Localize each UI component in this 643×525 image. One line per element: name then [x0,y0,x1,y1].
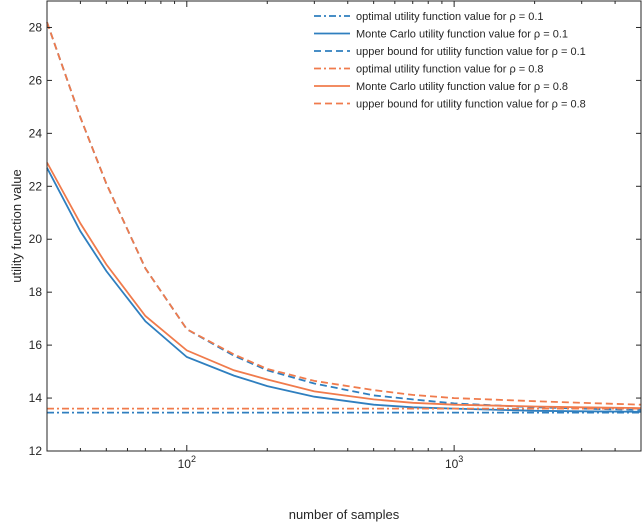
legend-entry-6: upper bound for utility function value f… [356,99,586,111]
y-tick-label: 28 [29,20,43,34]
legend-entry-5: Monte Carlo utility function value for ρ… [356,81,568,93]
y-tick-label: 18 [29,285,43,299]
series-layer [46,21,642,414]
legend-entry-2: Monte Carlo utility function value for ρ… [356,29,568,41]
y-tick-label: 14 [29,391,43,405]
axes-box [46,0,642,452]
legend: optimal utility function value for ρ = 0… [314,11,586,111]
series-line-2 [46,167,642,413]
series-line-6 [46,21,642,406]
y-tick-label: 26 [29,73,43,87]
y-axis-label: utility function value [9,169,24,282]
series-line-5 [46,162,642,409]
legend-entry-4: optimal utility function value for ρ = 0… [356,64,544,76]
x-axis-label: number of samples [289,507,400,522]
y-tick-label: 12 [29,444,43,458]
axes-layer: 12 14 16 18 20 22 24 26 28 102 103 [29,0,642,471]
legend-entry-3: upper bound for utility function value f… [356,46,586,58]
x-tick-label: 102 [178,454,196,471]
y-tick-label: 24 [29,126,43,140]
y-tick-label: 20 [29,232,43,246]
y-tick-label: 16 [29,338,43,352]
legend-entry-1: optimal utility function value for ρ = 0… [356,11,544,23]
y-tick-label: 22 [29,179,43,193]
x-tick-label: 103 [445,454,463,471]
